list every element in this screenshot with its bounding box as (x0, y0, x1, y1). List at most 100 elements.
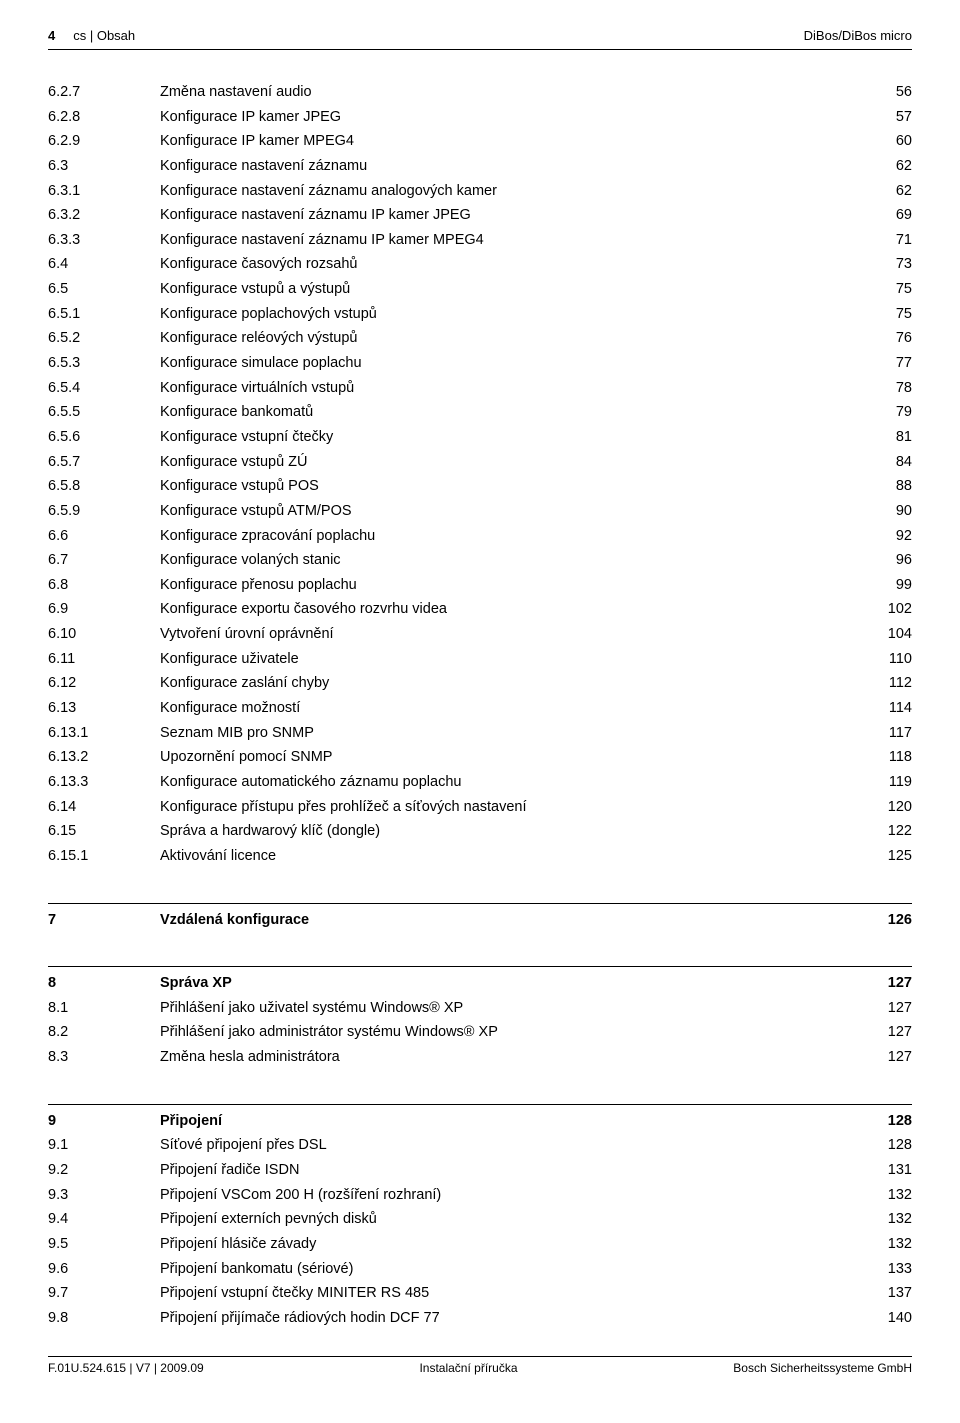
toc-row-left: 9.7Připojení vstupní čtečky MINITER RS 4… (48, 1281, 429, 1306)
toc-entry-title: Vytvoření úrovní oprávnění (160, 622, 334, 647)
toc-row: 6.5.5Konfigurace bankomatů79 (48, 400, 912, 425)
toc-entry-number: 6.5.6 (48, 425, 160, 450)
toc-row-left: 8Správa XP (48, 971, 232, 996)
toc-row: 6.2.8Konfigurace IP kamer JPEG57 (48, 105, 912, 130)
toc-row: 6.5.6Konfigurace vstupní čtečky81 (48, 425, 912, 450)
toc-entry-page: 118 (862, 745, 912, 770)
toc-entry-page: 125 (862, 844, 912, 869)
page-footer: F.01U.524.615 | V7 | 2009.09 Instalační … (48, 1361, 912, 1375)
toc-entry-title: Přihlášení jako administrátor systému Wi… (160, 1020, 498, 1045)
toc-entry-number: 9.2 (48, 1158, 160, 1183)
toc-entry-title: Konfigurace IP kamer MPEG4 (160, 129, 354, 154)
toc-row-left: 6.3.1Konfigurace nastavení záznamu analo… (48, 179, 497, 204)
toc-entry-number: 9.6 (48, 1257, 160, 1282)
document-page: 4 cs | Obsah DiBos/DiBos micro 6.2.7Změn… (0, 0, 960, 1395)
toc-row: 6.15Správa a hardwarový klíč (dongle)122 (48, 819, 912, 844)
toc-entry-number: 9 (48, 1109, 160, 1134)
section-gap (48, 932, 912, 966)
toc-row: 6.3.2Konfigurace nastavení záznamu IP ka… (48, 203, 912, 228)
toc-entry-number: 6.3.3 (48, 228, 160, 253)
toc-entry-page: 77 (862, 351, 912, 376)
breadcrumb: cs | Obsah (73, 28, 135, 43)
toc-row-left: 6.5.6Konfigurace vstupní čtečky (48, 425, 333, 450)
toc-entry-number: 9.3 (48, 1183, 160, 1208)
toc-entry-number: 6.3 (48, 154, 160, 179)
toc-row: 6.3.1Konfigurace nastavení záznamu analo… (48, 179, 912, 204)
toc-row-left: 6.13.1Seznam MIB pro SNMP (48, 721, 314, 746)
toc-entry-number: 6.4 (48, 252, 160, 277)
toc-row-left: 6.13Konfigurace možností (48, 696, 300, 721)
toc-entry-title: Přihlášení jako uživatel systému Windows… (160, 996, 463, 1021)
toc-entry-title: Konfigurace virtuálních vstupů (160, 376, 354, 401)
toc-row-left: 6.2.9Konfigurace IP kamer MPEG4 (48, 129, 354, 154)
toc-row-left: 6.5.2Konfigurace reléových výstupů (48, 326, 357, 351)
toc-row: 9.7Připojení vstupní čtečky MINITER RS 4… (48, 1281, 912, 1306)
toc-row: 9.1Síťové připojení přes DSL 128 (48, 1133, 912, 1158)
toc-entry-title: Správa XP (160, 971, 232, 996)
toc-entry-page: 128 (862, 1109, 912, 1134)
toc-entry-number: 8 (48, 971, 160, 996)
toc-entry-title: Připojení externích pevných disků (160, 1207, 377, 1232)
toc-row-left: 6.2.7Změna nastavení audio (48, 80, 312, 105)
toc-entry-page: 120 (862, 795, 912, 820)
toc-row-left: 6.5.5Konfigurace bankomatů (48, 400, 313, 425)
toc-row: 6.5Konfigurace vstupů a výstupů75 (48, 277, 912, 302)
toc-entry-number: 6.5.7 (48, 450, 160, 475)
toc-entry-page: 75 (862, 302, 912, 327)
toc-row-left: 6.5.7Konfigurace vstupů ZÚ (48, 450, 308, 475)
toc-entry-title: Aktivování licence (160, 844, 276, 869)
toc-row-left: 8.2Přihlášení jako administrátor systému… (48, 1020, 498, 1045)
toc-row: 9.3Připojení VSCom 200 H (rozšíření rozh… (48, 1183, 912, 1208)
toc-entry-number: 8.1 (48, 996, 160, 1021)
toc-entry-title: Konfigurace volaných stanic (160, 548, 341, 573)
toc-entry-page: 69 (862, 203, 912, 228)
toc-row-left: 9.5Připojení hlásiče závady (48, 1232, 316, 1257)
toc-entry-number: 7 (48, 908, 160, 933)
toc-row-left: 9.1Síťové připojení přes DSL (48, 1133, 327, 1158)
toc-row-left: 9.4Připojení externích pevných disků (48, 1207, 377, 1232)
toc-entry-page: 90 (862, 499, 912, 524)
toc-entry-number: 6.5.2 (48, 326, 160, 351)
toc-row-left: 6.9Konfigurace exportu časového rozvrhu … (48, 597, 447, 622)
toc-entry-title: Připojení VSCom 200 H (rozšíření rozhran… (160, 1183, 441, 1208)
toc-entry-page: 84 (862, 450, 912, 475)
toc-entry-number: 6.14 (48, 795, 160, 820)
toc-entry-title: Konfigurace zpracování poplachu (160, 524, 375, 549)
section-rule (48, 1104, 912, 1105)
toc-entry-title: Konfigurace časových rozsahů (160, 252, 357, 277)
toc-entry-title: Konfigurace nastavení záznamu IP kamer J… (160, 203, 471, 228)
toc-entry-page: 128 (862, 1133, 912, 1158)
toc-row-left: 6.7Konfigurace volaných stanic (48, 548, 341, 573)
toc-entry-page: 96 (862, 548, 912, 573)
toc-entry-number: 6.2.7 (48, 80, 160, 105)
toc-row-left: 6.2.8Konfigurace IP kamer JPEG (48, 105, 341, 130)
toc-row: 6.12Konfigurace zaslání chyby112 (48, 671, 912, 696)
toc-entry-number: 6.2.9 (48, 129, 160, 154)
page-header: 4 cs | Obsah DiBos/DiBos micro (48, 28, 912, 49)
toc-entry-number: 6.5.3 (48, 351, 160, 376)
toc-row: 6.13.1Seznam MIB pro SNMP117 (48, 721, 912, 746)
toc-entry-page: 132 (862, 1232, 912, 1257)
footer-center: Instalační příručka (419, 1361, 517, 1375)
toc-row: 6.13Konfigurace možností114 (48, 696, 912, 721)
toc-row: 6.5.1Konfigurace poplachových vstupů75 (48, 302, 912, 327)
page-number: 4 (48, 28, 55, 43)
section-gap (48, 869, 912, 903)
toc-entry-title: Konfigurace zaslání chyby (160, 671, 329, 696)
toc-row: 9.5Připojení hlásiče závady 132 (48, 1232, 912, 1257)
toc-entry-title: Vzdálená konfigurace (160, 908, 309, 933)
toc-row: 6.5.8Konfigurace vstupů POS88 (48, 474, 912, 499)
toc-entry-title: Správa a hardwarový klíč (dongle) (160, 819, 380, 844)
toc-row-left: 6.12Konfigurace zaslání chyby (48, 671, 329, 696)
toc-entry-title: Změna hesla administrátora (160, 1045, 340, 1070)
toc-entry-title: Připojení vstupní čtečky MINITER RS 485 (160, 1281, 429, 1306)
toc-entry-page: 110 (862, 647, 912, 672)
toc-row-left: 6.5.3Konfigurace simulace poplachu (48, 351, 362, 376)
toc-entry-number: 9.4 (48, 1207, 160, 1232)
toc-entry-title: Konfigurace automatického záznamu poplac… (160, 770, 461, 795)
toc-entry-title: Konfigurace možností (160, 696, 300, 721)
toc-entry-number: 6.5.4 (48, 376, 160, 401)
toc-entry-number: 6.5.5 (48, 400, 160, 425)
toc-entry-title: Konfigurace nastavení záznamu IP kamer M… (160, 228, 484, 253)
toc-entry-page: 99 (862, 573, 912, 598)
